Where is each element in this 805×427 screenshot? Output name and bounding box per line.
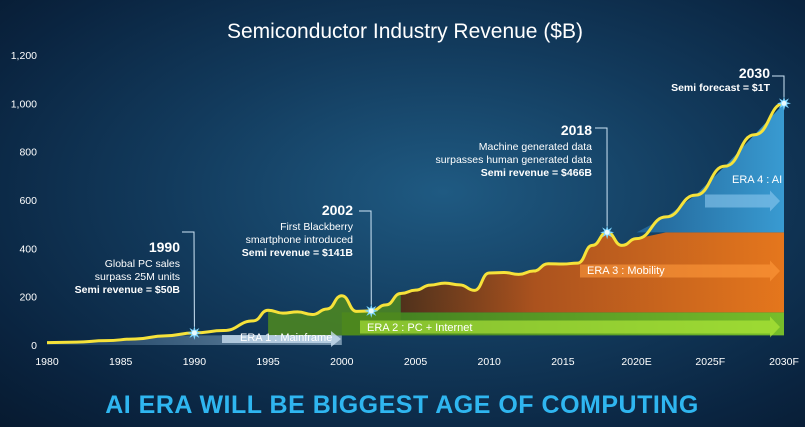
annotation-text: Machine generated data bbox=[479, 141, 592, 153]
annotation-leader bbox=[182, 231, 195, 327]
y-tick-label: 1,000 bbox=[11, 98, 37, 110]
x-tick-label: 1985 bbox=[109, 356, 133, 368]
era-arrow-2 bbox=[360, 316, 780, 338]
chart-title: Semiconductor Industry Revenue ($B) bbox=[227, 20, 583, 43]
x-tick-label: 1980 bbox=[35, 356, 59, 368]
annotation-text: surpass 25M units bbox=[95, 271, 180, 283]
annotation-year: 2002 bbox=[322, 202, 353, 218]
annotation-revenue: Semi forecast = $1T bbox=[671, 82, 771, 94]
era-label-4: ERA 4 : AI bbox=[732, 174, 782, 186]
annotation-leader bbox=[772, 75, 785, 98]
x-tick-label: 2000 bbox=[330, 356, 354, 368]
annotation-leader bbox=[595, 127, 608, 227]
annotation-leader bbox=[359, 210, 372, 305]
era-arrow-3 bbox=[580, 260, 780, 282]
y-tick-label: 800 bbox=[19, 147, 37, 159]
x-tick-label: 1995 bbox=[256, 356, 280, 368]
revenue-line bbox=[46, 101, 785, 345]
annotation-text: smartphone introduced bbox=[246, 234, 354, 246]
era-label-2: ERA 2 : PC + Internet bbox=[367, 322, 472, 334]
x-tick-label: 2010 bbox=[478, 356, 502, 368]
y-tick-label: 400 bbox=[19, 243, 37, 255]
era-label-3: ERA 3 : Mobility bbox=[587, 265, 665, 277]
annotation-year: 1990 bbox=[149, 239, 180, 255]
annotation-marker-core bbox=[191, 330, 197, 336]
era-arrow-4 bbox=[705, 190, 780, 212]
y-tick-label: 1,200 bbox=[11, 50, 37, 62]
x-tick-label: 2020E bbox=[621, 356, 651, 368]
x-tick-label: 2015 bbox=[551, 356, 575, 368]
y-tick-label: 600 bbox=[19, 195, 37, 207]
era-label-1: ERA 1 : Mainframe bbox=[240, 332, 332, 344]
annotation-revenue: Semi revenue = $466B bbox=[481, 167, 593, 179]
era-arrow-1 bbox=[222, 331, 341, 347]
annotation-marker-core bbox=[368, 308, 374, 314]
annotation-year: 2018 bbox=[561, 122, 592, 138]
bottom-banner: AI ERA WILL BE BIGGEST AGE OF COMPUTING bbox=[105, 391, 699, 419]
x-tick-label: 2030F bbox=[769, 356, 799, 368]
x-tick-label: 1990 bbox=[183, 356, 207, 368]
y-tick-label: 0 bbox=[31, 340, 37, 352]
annotation-marker-core bbox=[781, 100, 787, 106]
annotation-revenue: Semi revenue = $50B bbox=[75, 284, 181, 296]
annotation-text: Global PC sales bbox=[105, 258, 180, 270]
annotation-text: First Blackberry bbox=[280, 221, 354, 233]
annotation-year: 2030 bbox=[739, 65, 770, 81]
annotation-text: surpasses human generated data bbox=[436, 154, 593, 166]
x-tick-label: 2025F bbox=[695, 356, 725, 368]
annotation-revenue: Semi revenue = $141B bbox=[242, 247, 354, 259]
annotation-marker-core bbox=[604, 229, 610, 235]
era-band-4 bbox=[607, 103, 784, 233]
x-tick-label: 2005 bbox=[404, 356, 428, 368]
y-tick-label: 200 bbox=[19, 292, 37, 304]
